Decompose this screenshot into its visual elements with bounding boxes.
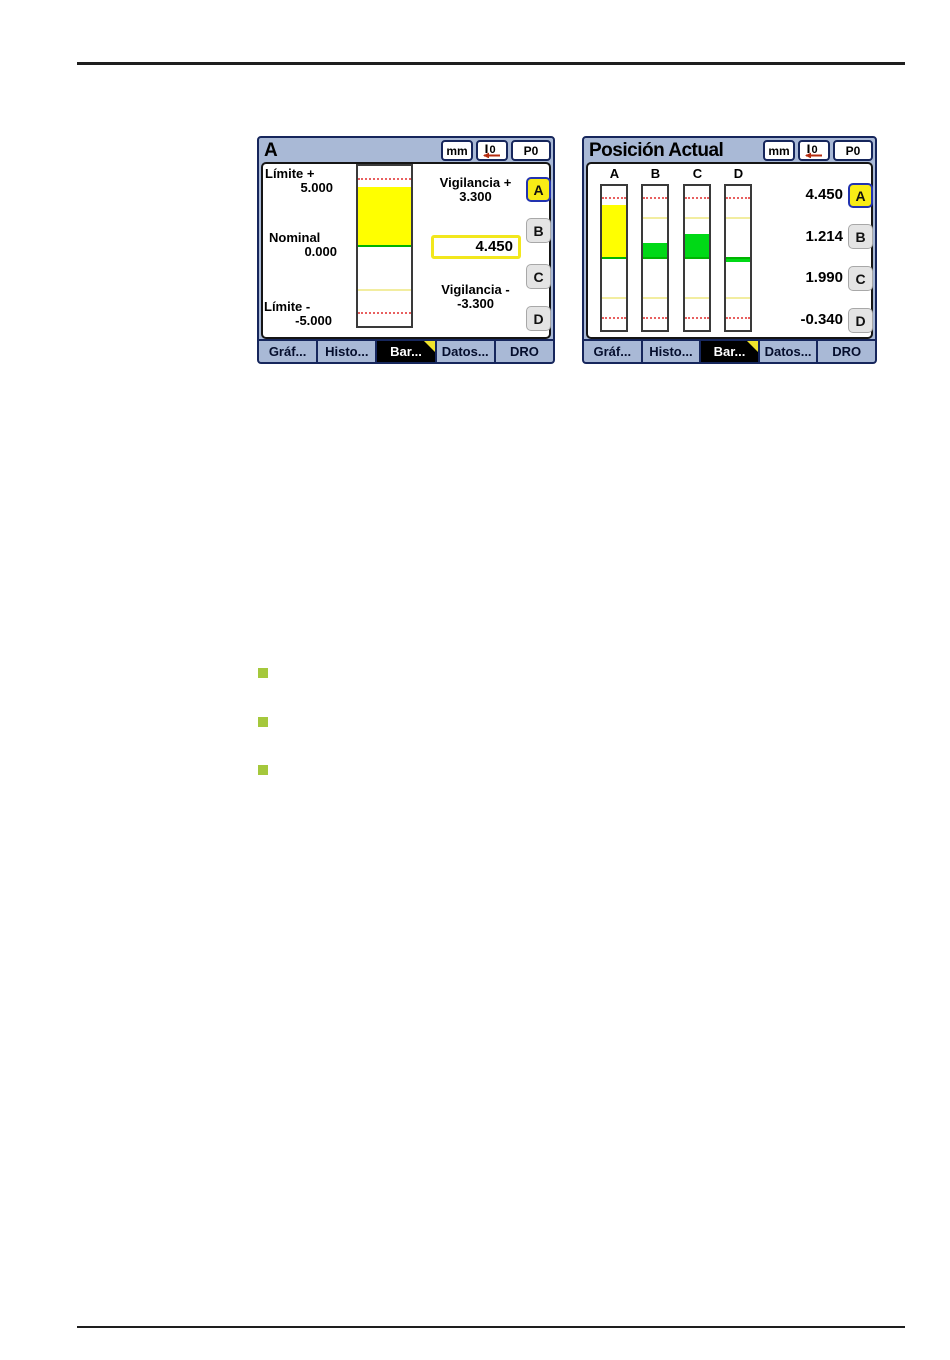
limit-minus-line [726,317,750,319]
limit-plus-line [685,197,709,199]
list-bullet [258,717,268,727]
list-bullet [258,668,268,678]
column-label-c: C [692,166,703,181]
bar-fill [685,234,709,258]
tab-datos[interactable]: Datos... [760,341,819,362]
bar-view-panel: A B C D 4.450 1.214 1.990 -0.340 [586,162,873,339]
preset-button[interactable]: P0 [511,140,551,161]
svg-text:0: 0 [490,144,496,156]
limit-minus-line [685,317,709,319]
tab-graf[interactable]: Gráf... [584,341,643,362]
tab-datos[interactable]: Datos... [437,341,496,362]
datum-zero-icon: 0 [483,144,500,158]
limit-plus-line [358,178,411,181]
bar-fill [726,258,750,263]
axis-button-b[interactable]: B [848,224,873,249]
units-button[interactable]: mm [441,140,473,161]
column-label-b: B [650,166,661,181]
limit-plus-line [602,197,626,199]
readout-b: 1.214 [805,228,843,245]
tab-dro[interactable]: DRO [832,344,862,359]
bar-fill [643,243,667,258]
nominal-line [602,257,626,259]
axis-button-c[interactable]: C [848,266,873,291]
preset-label: P0 [845,143,861,158]
title-bar: Posición Actual mm 0 P0 [584,138,875,162]
warn-plus-line [643,217,667,220]
nominal-label: Nominal 0.000 [269,230,337,259]
warn-minus-line [726,296,750,299]
screen-single-axis-bar: A mm 0 P0 Límite + 5.000 [257,136,555,364]
limit-plus-line [726,197,750,199]
warn-plus-line [685,217,709,220]
datum-zero-icon: 0 [805,144,822,158]
datum-button[interactable]: 0 [798,140,830,161]
limit-plus-label: Límite + 5.000 [265,166,333,195]
tab-graf[interactable]: Gráf... [259,341,319,362]
bar-fill [358,186,411,246]
readout-c: 1.990 [805,269,843,286]
readout-d: -0.340 [800,311,843,328]
warn-minus-label: Vigilancia - -3.300 [441,282,510,311]
limit-minus-line [643,317,667,319]
datum-button[interactable]: 0 [476,140,508,161]
column-label-d: D [733,166,744,181]
limit-minus-label: Límite - -5.000 [264,299,332,328]
tolerance-bar-a [600,184,628,332]
warn-minus-line [643,296,667,299]
title-bar: A mm 0 P0 [259,138,553,162]
tab-dro[interactable]: DRO [509,344,539,359]
nominal-line [358,245,411,247]
warn-plus-line [726,217,750,220]
tab-bar: Gráf... Histo... Bar... Datos... DRO [259,339,553,362]
preset-label: P0 [523,143,539,158]
limit-minus-line [358,311,411,314]
readout-a: 4.450 [805,186,843,203]
tolerance-bar-b [641,184,669,332]
svg-text:0: 0 [812,144,818,156]
bar-view-panel: Límite + 5.000 Nominal 0.000 Límite - -5… [261,162,551,339]
warn-minus-line [685,296,709,299]
column-label-a: A [609,166,620,181]
tab-bar-view[interactable]: Bar... [701,341,760,362]
axis-button-c[interactable]: C [526,264,551,289]
warn-minus-line [358,289,411,291]
screen-title: A [264,139,278,161]
current-value-box: 4.450 [431,235,521,259]
axis-button-a[interactable]: A [526,177,551,202]
bar-fill [602,204,626,258]
tab-bar-view[interactable]: Bar... [377,341,437,362]
nominal-line [685,257,709,259]
tab-histo[interactable]: Histo... [643,341,702,362]
units-button[interactable]: mm [763,140,795,161]
nominal-line [726,257,750,259]
limit-plus-line [643,197,667,199]
warn-plus-label: Vigilancia + 3.300 [439,175,512,204]
axis-button-d[interactable]: D [526,306,551,331]
screen-posicion-actual: Posición Actual mm 0 P0 A B C D [582,136,877,364]
tolerance-bar-d [724,184,752,332]
header-rule [77,62,905,65]
list-bullet [258,765,268,775]
tab-histo[interactable]: Histo... [318,341,378,362]
units-label: mm [446,143,468,158]
tab-bar: Gráf... Histo... Bar... Datos... DRO [584,339,875,362]
axis-button-d[interactable]: D [848,308,873,333]
units-label: mm [768,143,790,158]
preset-button[interactable]: P0 [833,140,873,161]
limit-minus-line [602,317,626,319]
axis-button-b[interactable]: B [526,218,551,243]
screen-title: Posición Actual [589,139,724,161]
axis-button-a[interactable]: A [848,183,873,208]
footer-rule [77,1326,905,1328]
tolerance-bar-a [356,164,413,328]
warn-minus-line [602,296,626,299]
tolerance-bar-c [683,184,711,332]
nominal-line [643,257,667,259]
